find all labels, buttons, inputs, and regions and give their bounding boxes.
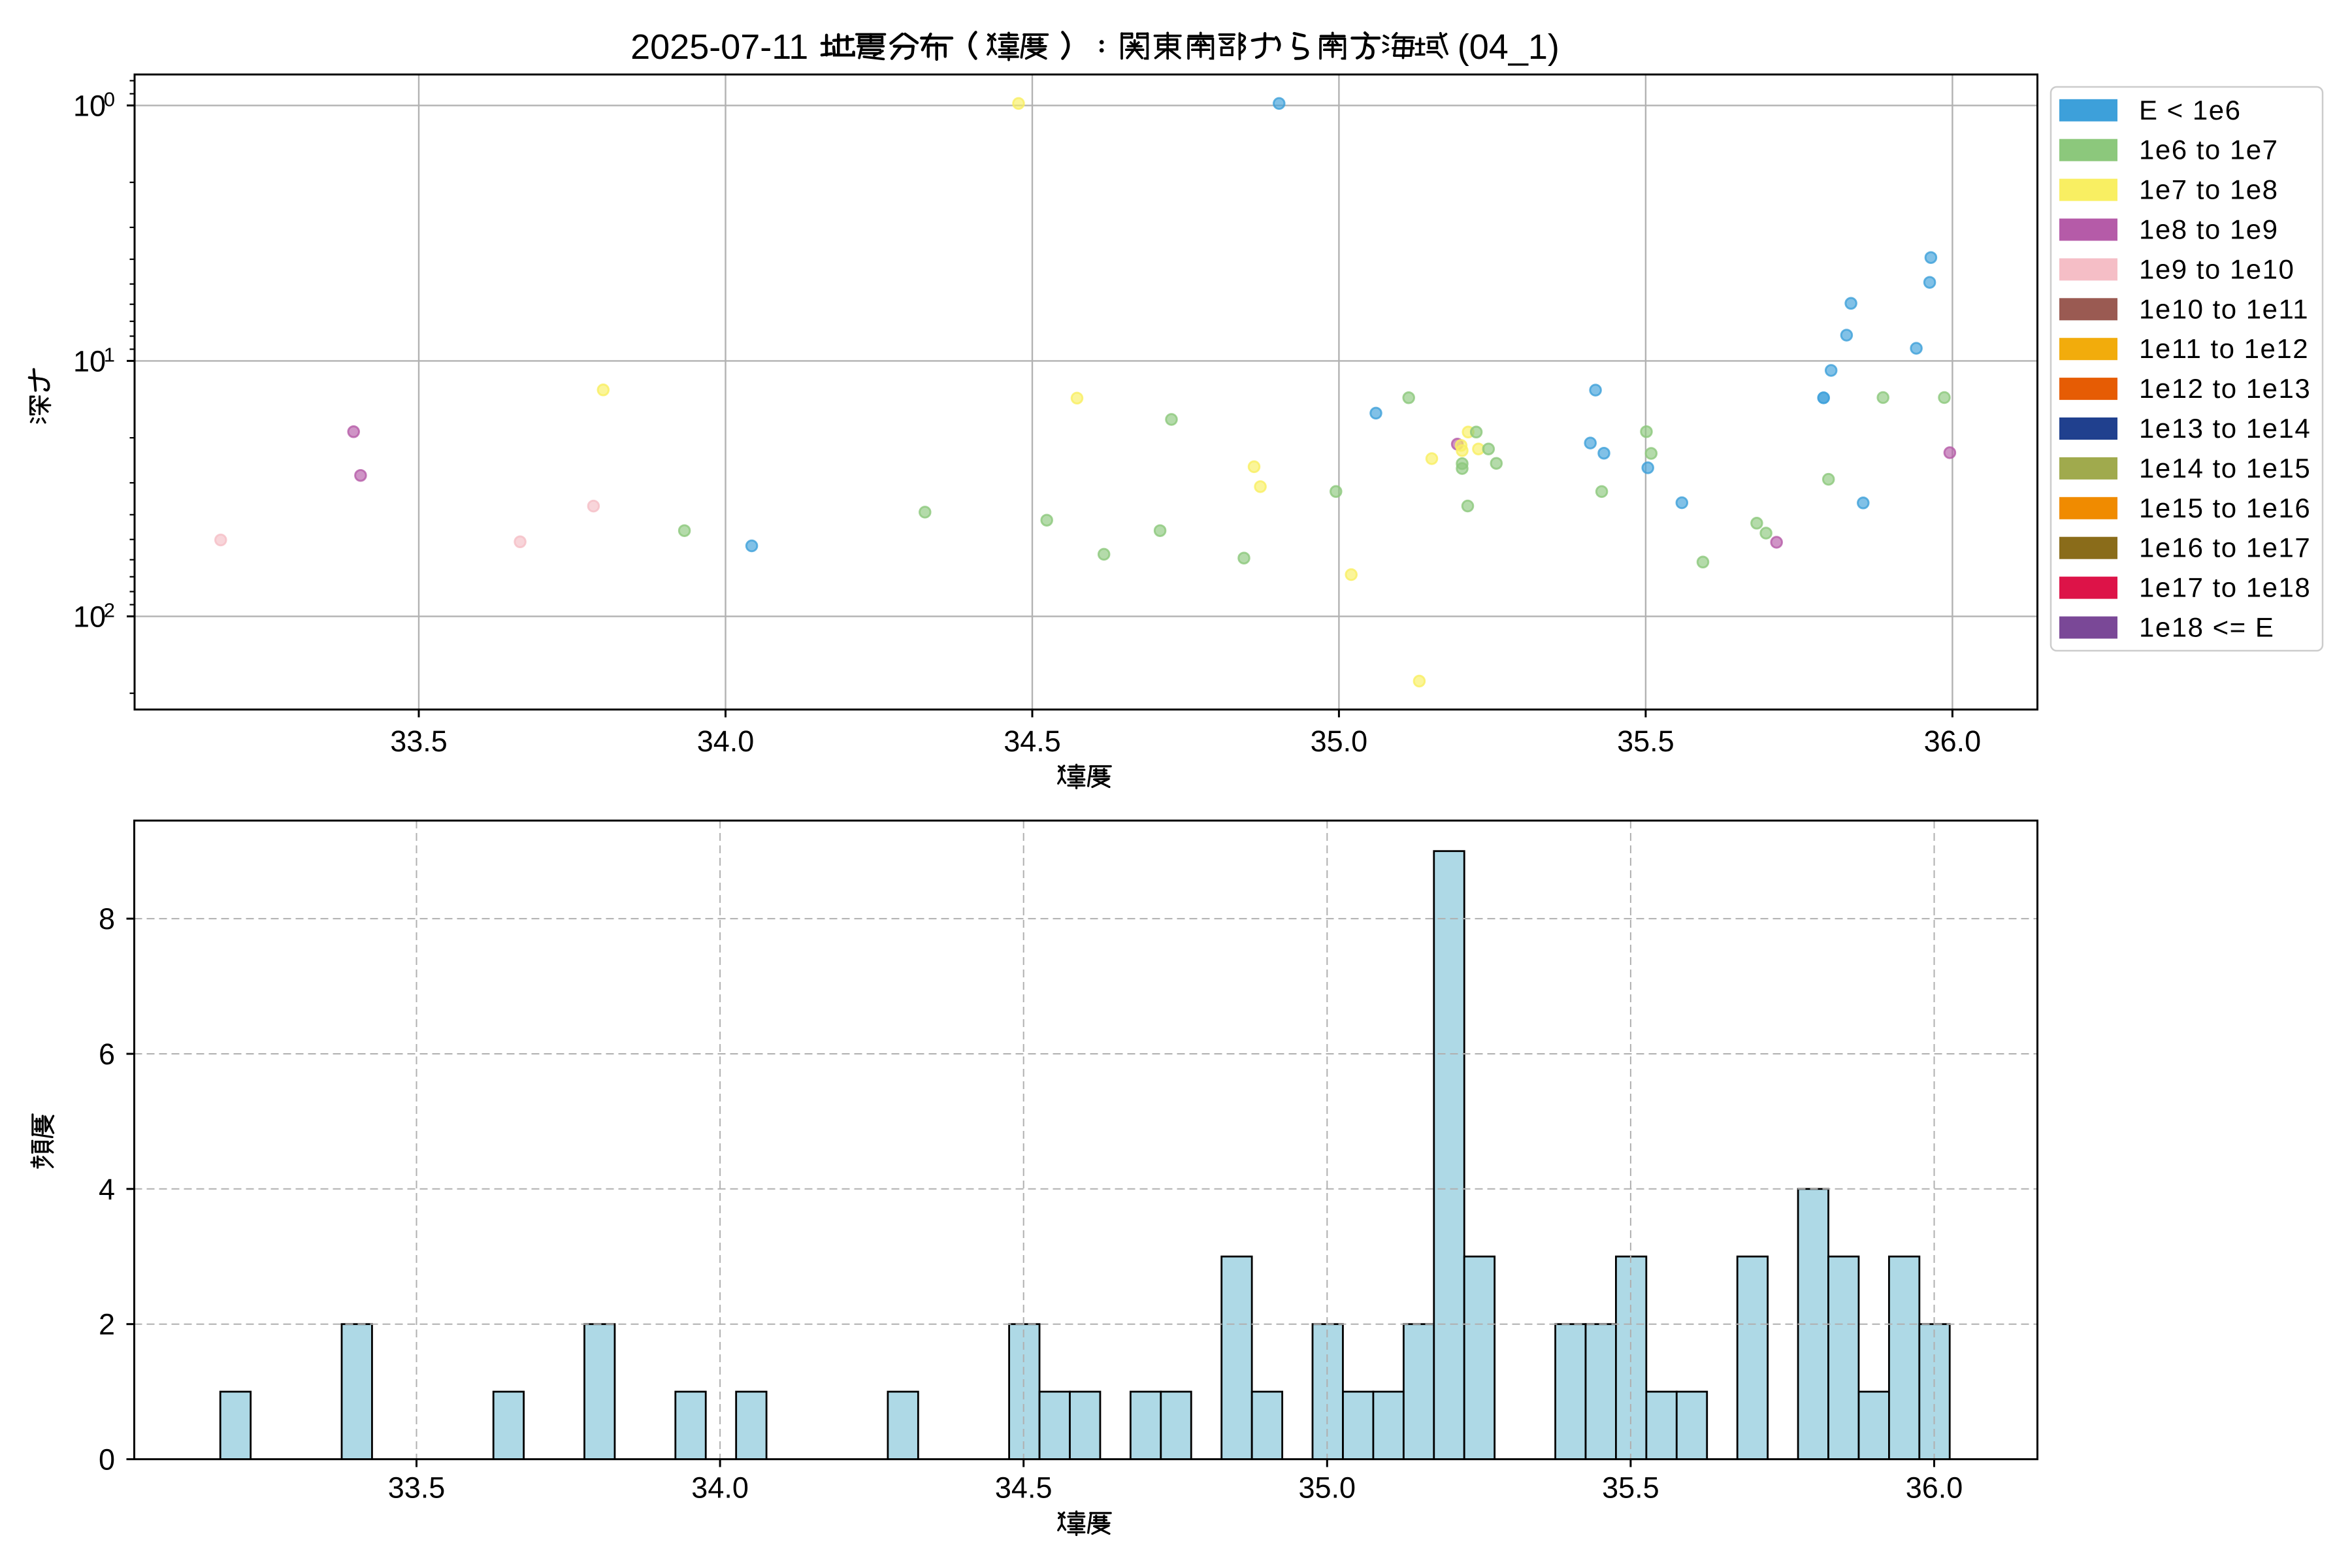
svg-text:0: 0 bbox=[104, 88, 115, 110]
svg-text:1e16 to 1e17: 1e16 to 1e17 bbox=[2139, 532, 2311, 563]
svg-text:E < 1e6: E < 1e6 bbox=[2139, 95, 2241, 125]
svg-text:1e14 to 1e15: 1e14 to 1e15 bbox=[2139, 453, 2311, 483]
svg-text:6: 6 bbox=[99, 1037, 115, 1071]
svg-text:36.0: 36.0 bbox=[1924, 725, 1982, 758]
svg-text:10: 10 bbox=[73, 600, 106, 633]
svg-text:1e10 to 1e11: 1e10 to 1e11 bbox=[2139, 293, 2309, 324]
svg-text:4: 4 bbox=[99, 1173, 115, 1206]
svg-text:35.5: 35.5 bbox=[1617, 725, 1674, 758]
svg-text:35.0: 35.0 bbox=[1311, 725, 1368, 758]
svg-text:1e18 <= E: 1e18 <= E bbox=[2139, 612, 2274, 643]
svg-text:34.5: 34.5 bbox=[995, 1471, 1053, 1505]
svg-text:33.5: 33.5 bbox=[388, 1471, 446, 1505]
svg-text:1e12 to 1e13: 1e12 to 1e13 bbox=[2139, 373, 2311, 404]
svg-text:10: 10 bbox=[73, 344, 106, 378]
svg-text:1e11 to 1e12: 1e11 to 1e12 bbox=[2139, 333, 2309, 364]
svg-text:34.0: 34.0 bbox=[691, 1471, 749, 1505]
svg-text:36.0: 36.0 bbox=[1906, 1471, 1963, 1505]
svg-text:0: 0 bbox=[99, 1443, 115, 1477]
svg-text:2: 2 bbox=[104, 598, 115, 621]
svg-text:34.5: 34.5 bbox=[1004, 725, 1061, 758]
svg-text:1e6 to 1e7: 1e6 to 1e7 bbox=[2139, 135, 2279, 165]
svg-text:10: 10 bbox=[73, 89, 106, 122]
svg-text:2: 2 bbox=[99, 1308, 115, 1341]
svg-text:34.0: 34.0 bbox=[697, 725, 755, 758]
svg-text:1e13 to 1e14: 1e13 to 1e14 bbox=[2139, 413, 2311, 444]
svg-text:35.5: 35.5 bbox=[1602, 1471, 1659, 1505]
svg-text:1: 1 bbox=[104, 343, 115, 366]
svg-text:1e8 to 1e9: 1e8 to 1e9 bbox=[2139, 214, 2279, 245]
svg-text:1e17 to 1e18: 1e17 to 1e18 bbox=[2139, 572, 2311, 603]
svg-text:1e7 to 1e8: 1e7 to 1e8 bbox=[2139, 174, 2279, 205]
svg-text:1e9 to 1e10: 1e9 to 1e10 bbox=[2139, 253, 2295, 284]
svg-text:1e15 to 1e16: 1e15 to 1e16 bbox=[2139, 493, 2311, 523]
svg-text:8: 8 bbox=[99, 902, 115, 936]
svg-text:35.0: 35.0 bbox=[1299, 1471, 1356, 1505]
svg-text:2025-07-11: 2025-07-11 bbox=[630, 27, 808, 67]
svg-text:33.5: 33.5 bbox=[390, 725, 448, 758]
svg-text:(04_1): (04_1) bbox=[1458, 27, 1560, 67]
